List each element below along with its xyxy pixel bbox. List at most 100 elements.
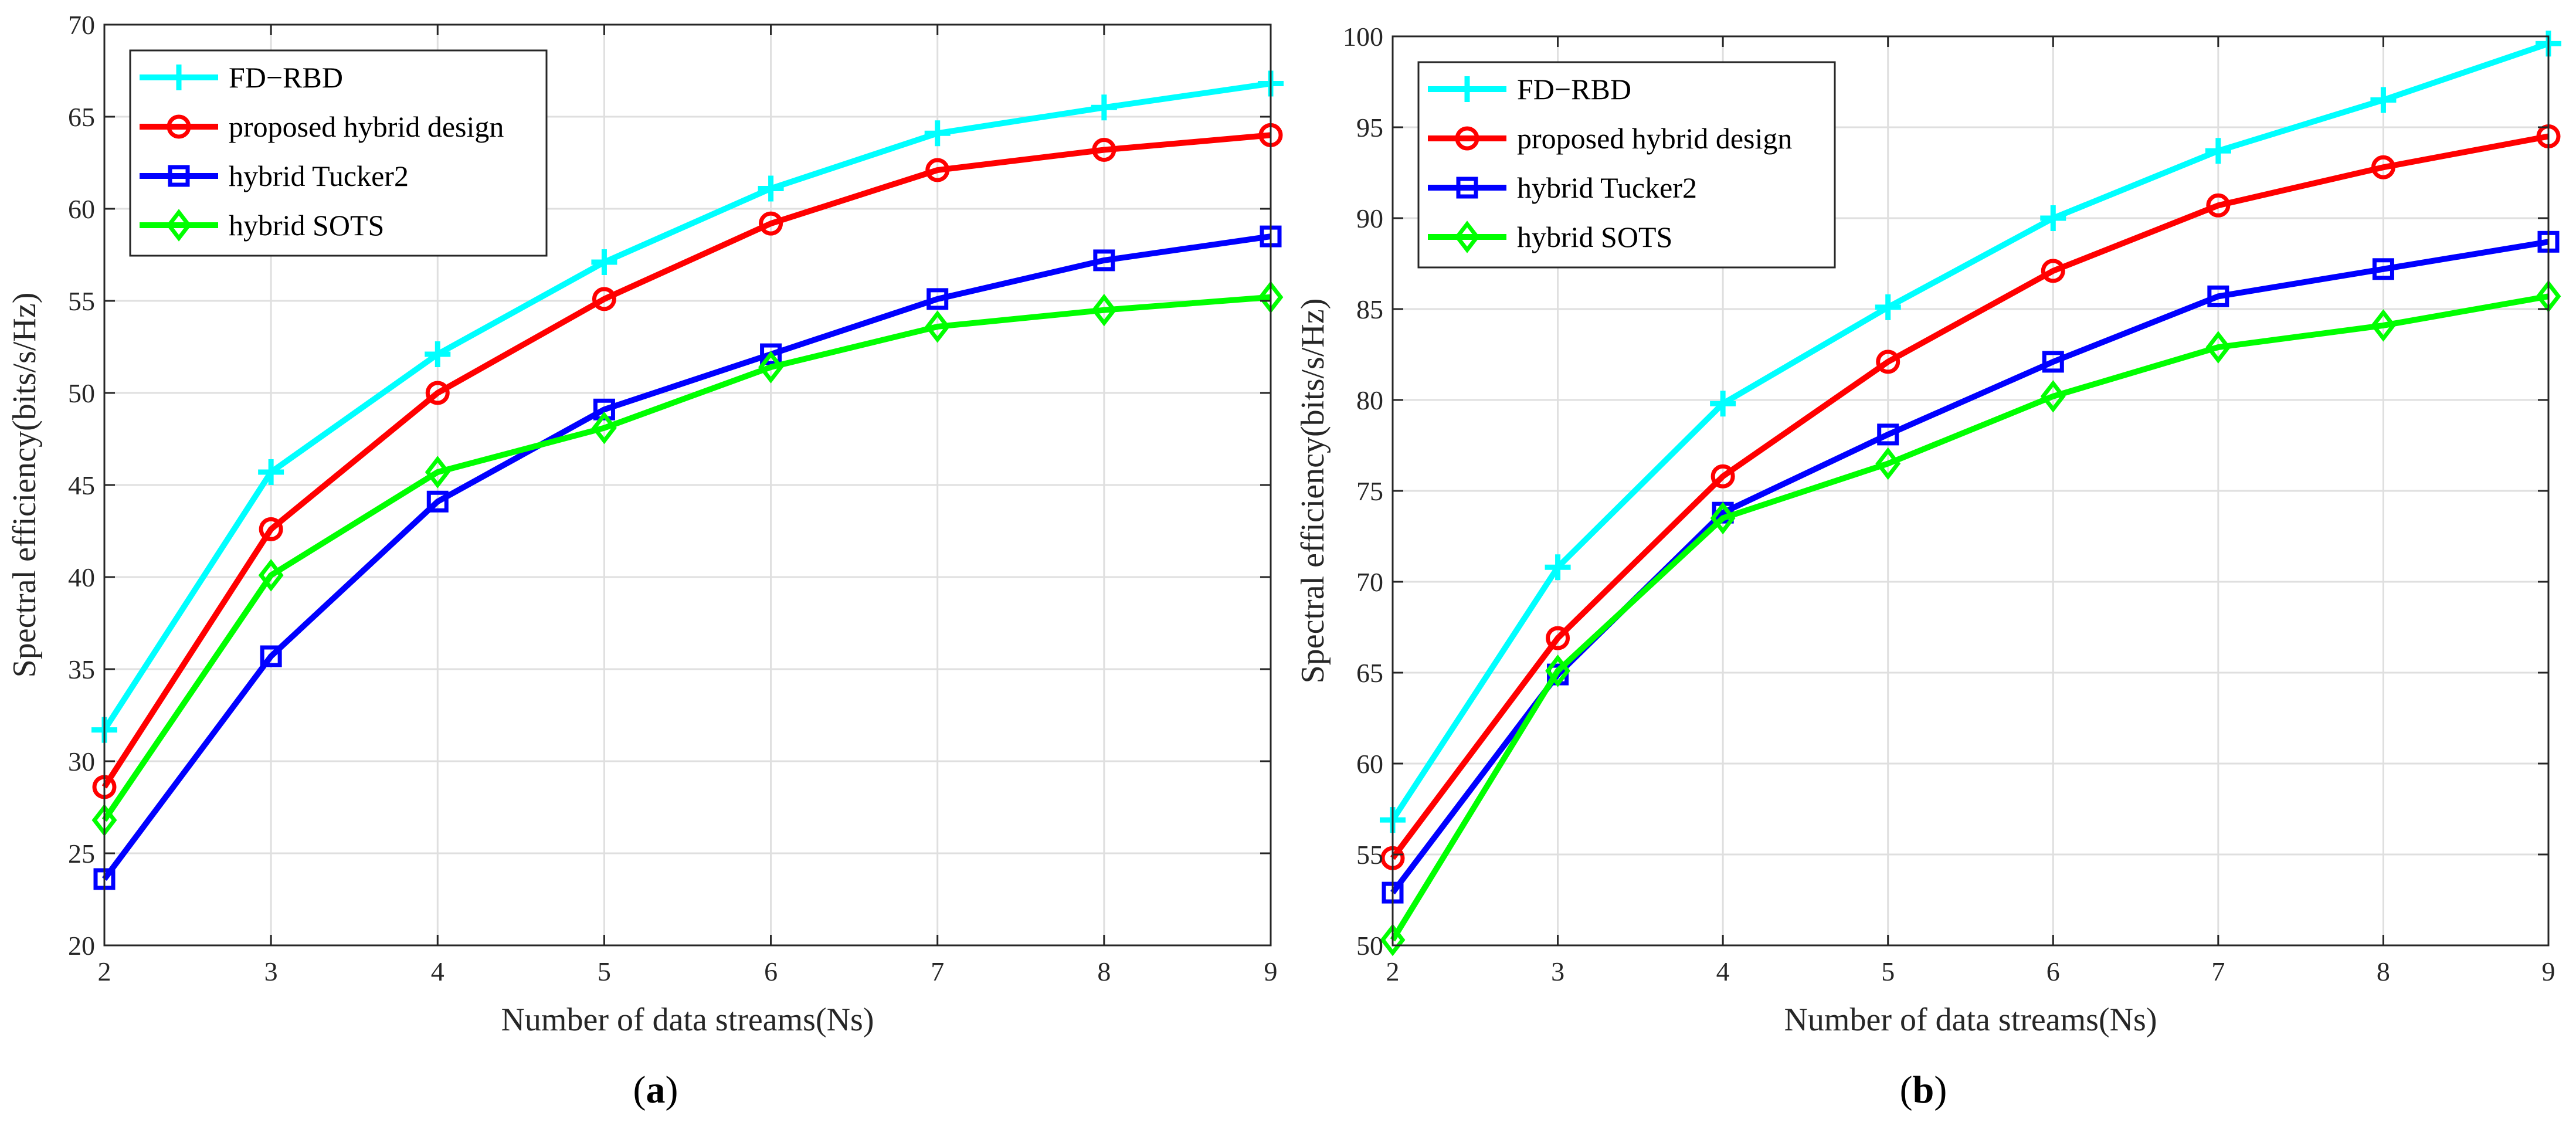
data-point: [760, 343, 782, 365]
x-tick-label: 9: [2542, 957, 2555, 986]
series-line: [1390, 40, 2550, 822]
legend-marker: [168, 165, 190, 187]
panel-caption: (b): [1900, 1069, 1947, 1111]
y-tick-label: 95: [1356, 113, 1383, 143]
x-tick-label: 9: [1264, 957, 1278, 986]
legend-label: FD−RBD: [1517, 73, 1631, 106]
data-point: [759, 211, 783, 236]
data-point: [1710, 501, 1736, 535]
y-tick-label: 30: [68, 747, 95, 776]
data-point: [758, 175, 784, 202]
series-2: [93, 225, 1282, 890]
series-line: [101, 132, 1271, 789]
y-axis-label: Spectral efficiency(bits/s/Hz): [6, 293, 43, 678]
y-tick-label: 75: [1356, 476, 1383, 506]
series-1: [1380, 124, 2561, 870]
series-line: [101, 80, 1271, 732]
legend-label: hybrid Tucker2: [229, 160, 409, 192]
legend-box: [1417, 61, 1836, 269]
data-point: [2205, 138, 2231, 164]
y-tick-label: 25: [68, 839, 95, 869]
legend-marker: [166, 209, 192, 242]
legend-marker: [1455, 126, 1479, 151]
legend-item: FD−RBD: [140, 61, 343, 94]
data-point: [1092, 138, 1116, 162]
x-tick-label: 5: [598, 957, 611, 986]
y-tick-label: 50: [1356, 931, 1383, 961]
data-point: [2370, 87, 2397, 113]
x-tick-label: 6: [764, 957, 778, 986]
data-point: [1875, 294, 1901, 320]
series-line: [1390, 133, 2549, 860]
y-tick-label: 85: [1356, 294, 1383, 324]
y-tick-label: 45: [68, 470, 95, 500]
y-tick-label: 50: [68, 378, 95, 408]
data-point: [258, 559, 284, 592]
legend-label: hybrid Tucker2: [1517, 171, 1697, 204]
data-point: [2040, 205, 2066, 231]
legend-label: FD−RBD: [229, 61, 343, 94]
y-tick-label: 35: [68, 654, 95, 684]
data-point: [2372, 258, 2394, 280]
x-tick-label: 2: [98, 957, 111, 986]
x-tick-label: 8: [2377, 957, 2390, 986]
data-point: [2040, 380, 2066, 413]
y-tick-label: 20: [68, 931, 95, 961]
x-tick-label: 4: [431, 957, 444, 986]
series-line: [101, 294, 1271, 822]
data-point: [425, 341, 451, 368]
data-point: [2371, 309, 2396, 342]
data-point: [1545, 554, 1571, 581]
series-line: [1390, 293, 2549, 942]
data-point: [425, 381, 450, 405]
legend-box: [129, 49, 548, 257]
data-point: [591, 249, 617, 276]
legend-label: proposed hybrid design: [1517, 122, 1792, 155]
legend-item: proposed hybrid design: [140, 110, 504, 143]
data-point: [259, 517, 283, 541]
y-tick-label: 60: [1356, 749, 1383, 779]
legend-marker: [1454, 221, 1480, 253]
data-point: [1380, 923, 1406, 957]
data-point: [2207, 285, 2229, 307]
data-point: [758, 351, 783, 384]
legend-label: hybrid SOTS: [1517, 221, 1672, 253]
data-point: [2041, 259, 2065, 283]
data-point: [1875, 447, 1901, 480]
x-axis-label: Number of data streams(Ns): [501, 1002, 874, 1038]
y-tick-label: 60: [68, 194, 95, 224]
data-point: [426, 490, 449, 513]
y-tick-label: 65: [1356, 658, 1383, 688]
legend-item: hybrid Tucker2: [1428, 171, 1697, 204]
x-tick-label: 2: [1386, 957, 1400, 986]
data-point: [258, 459, 284, 486]
data-point: [2205, 331, 2231, 364]
data-point: [1710, 464, 1735, 489]
data-point: [1546, 626, 1570, 650]
x-tick-label: 8: [1097, 957, 1111, 986]
legend-item: hybrid Tucker2: [140, 160, 409, 192]
x-axis-label: Number of data streams(Ns): [1784, 1002, 2157, 1038]
x-tick-label: 3: [1551, 957, 1564, 986]
x-tick-label: 4: [1716, 957, 1730, 986]
series-line: [101, 233, 1271, 881]
x-tick-label: 7: [2211, 957, 2225, 986]
y-tick-label: 70: [68, 10, 95, 40]
data-point: [2371, 155, 2395, 179]
data-point: [925, 310, 951, 343]
legend-marker: [1454, 76, 1480, 102]
legend-item: FD−RBD: [1428, 73, 1631, 106]
y-axis-label: Spectral efficiency(bits/s/Hz): [1295, 299, 1331, 684]
x-tick-label: 5: [1881, 957, 1895, 986]
data-point: [1876, 350, 1900, 374]
x-tick-label: 7: [931, 957, 944, 986]
data-point: [1091, 94, 1117, 121]
data-point: [425, 456, 450, 489]
data-point: [1091, 293, 1117, 327]
legend: FD−RBD proposed hybrid design hybrid Tucke…: [129, 49, 548, 257]
legend: FD−RBD proposed hybrid design hybrid Tucke…: [1417, 61, 1836, 269]
data-point: [1710, 391, 1736, 417]
legend-item: hybrid SOTS: [1428, 221, 1672, 253]
data-point: [1093, 249, 1115, 272]
data-point: [2042, 351, 2064, 373]
